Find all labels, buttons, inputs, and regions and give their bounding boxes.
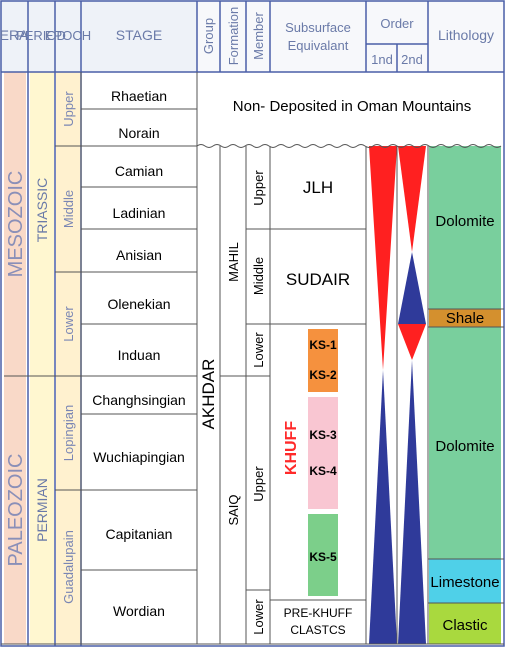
formation-mahil-label: MAHIL: [226, 242, 241, 282]
lithology-limestone-fill: [429, 559, 501, 603]
lithology-dolomite-upper-fill: [429, 146, 501, 309]
header-lithology: Lithology: [438, 27, 494, 43]
epoch-lower-label: Lower: [61, 306, 76, 342]
stage-label: Norain: [118, 125, 159, 141]
ks-5-box: [308, 514, 338, 596]
first-order-blue-triangle: [369, 370, 397, 644]
non-deposited-label: Non- Deposited in Oman Mountains: [233, 98, 471, 115]
header-group: Group: [201, 18, 216, 54]
formation-saiq-label: SAIQ: [226, 494, 241, 525]
member-lower-mahil-label: Lower: [251, 332, 266, 368]
header-background-right: [197, 0, 505, 72]
era-mesozoic-band: [4, 72, 26, 376]
epoch-lopingian-label: Lopingian: [61, 405, 76, 461]
subsurface-sudair-label: SUDAIR: [286, 270, 350, 289]
stage-label: Wuchiapingian: [93, 449, 185, 465]
lithology-dolomite-lower-fill: [429, 327, 501, 559]
pre-khuff-line2: CLASTCS: [290, 623, 345, 637]
ks-5-label: KS-5: [309, 550, 337, 564]
stage-label: Rhaetian: [111, 88, 167, 104]
member-upper-saiq-label: Upper: [251, 466, 266, 502]
lithology-dolomite-upper-label: Dolomite: [435, 213, 494, 230]
period-permian-band: [30, 376, 54, 644]
second-order-blue-triangle-1: [398, 252, 426, 324]
stage-label: Ladinian: [113, 205, 166, 221]
header-subsurface-line2: Equivalant: [288, 38, 349, 53]
header-member: Member: [251, 11, 266, 59]
ks-1-label: KS-1: [309, 338, 337, 352]
subsurface-khuff-label: KHUFF: [283, 421, 300, 475]
ks-1-2-box: [308, 329, 338, 392]
member-middle-mahil-label: Middle: [251, 257, 266, 295]
period-triassic-band: [30, 72, 54, 376]
ks-4-label: KS-4: [309, 464, 337, 478]
header-formation: Formation: [226, 7, 241, 66]
period-triassic-label: TRIASSIC: [34, 178, 50, 243]
lithology-shale-label: Shale: [446, 310, 484, 327]
header-order-2nd: 2nd: [401, 52, 423, 67]
period-permian-label: PERMIAN: [34, 478, 50, 542]
epoch-upper-label: Upper: [61, 91, 76, 127]
body-grid: [1, 72, 504, 645]
second-order-blue-triangle-2: [398, 360, 426, 644]
header-background-left: [0, 0, 197, 72]
member-upper-mahil-label: Upper: [251, 170, 266, 206]
second-order-red-triangle-2: [398, 324, 426, 360]
era-paleozoic-band: [4, 376, 26, 644]
epoch-middle-label: Middle: [61, 190, 76, 228]
group-akhdar-label: AKHDAR: [199, 359, 218, 430]
header-era: ERA: [0, 27, 29, 43]
header-stage: STAGE: [116, 27, 162, 43]
header-order: Order: [380, 16, 414, 31]
header-period: PERIOD: [16, 28, 66, 43]
stage-label: Anisian: [116, 247, 162, 263]
stage-labels: Rhaetian Norain Camian Ladinian Anisian Olene…: [92, 88, 185, 619]
lithology-dolomite-lower-label: Dolomite: [435, 438, 494, 455]
ks-3-label: KS-3: [309, 428, 337, 442]
epoch-band: [56, 72, 80, 644]
first-order-red-triangle: [369, 146, 397, 370]
header-order-1st: 1nd: [371, 52, 393, 67]
header-subsurface-line1: Subsurface: [285, 20, 351, 35]
stage-label: Capitanian: [106, 526, 173, 542]
member-lower-saiq-label: Lower: [251, 599, 266, 635]
header-epoch: EPOCH: [45, 28, 91, 43]
stage-label: Camian: [115, 163, 163, 179]
era-mesozoic-label: MESOZOIC: [5, 171, 27, 278]
lithology-shale-fill: [429, 309, 501, 327]
subsurface-jlh-label: JLH: [303, 178, 333, 197]
second-order-red-triangle-1: [398, 146, 426, 252]
era-paleozoic-label: PALEOZOIC: [5, 454, 27, 567]
stage-label: Changhsingian: [92, 392, 185, 408]
stage-label: Olenekian: [107, 296, 170, 312]
lithology-clastic-fill: [429, 603, 501, 644]
pre-khuff-line1: PRE-KHUFF: [284, 606, 353, 620]
stage-label: Induan: [118, 347, 161, 363]
stage-label: Wordian: [113, 603, 165, 619]
epoch-guadalupain-label: Guadalupain: [61, 530, 76, 604]
ks-3-4-box: [308, 397, 338, 509]
lithology-clastic-label: Clastic: [442, 617, 488, 634]
ks-2-label: KS-2: [309, 368, 337, 382]
lithology-limestone-label: Limestone: [430, 574, 499, 591]
